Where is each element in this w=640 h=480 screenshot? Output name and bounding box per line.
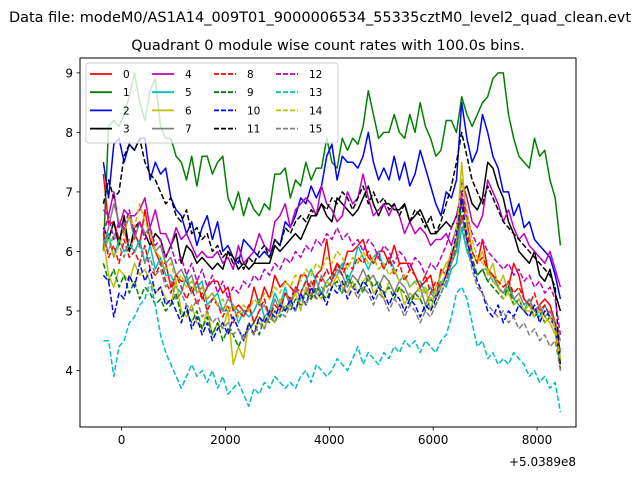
- series-line-4: [102, 173, 562, 288]
- series-line-2: [102, 101, 562, 300]
- series-line-5: [102, 226, 562, 353]
- y-tick-label: 8: [65, 126, 73, 140]
- y-tick-label: 5: [65, 304, 73, 318]
- x-tick-label: 0: [118, 433, 126, 447]
- suptitle: Data file: modeM0/AS1A14_009T01_90000065…: [9, 10, 631, 26]
- y-tick-label: 7: [65, 185, 73, 199]
- x-tick-label: 8000: [522, 433, 553, 447]
- legend-label-15: 15: [309, 124, 322, 136]
- y-tick-label: 6: [65, 245, 73, 259]
- legend-box: [85, 62, 339, 144]
- legend-label-11: 11: [247, 124, 260, 136]
- legend-label-4: 4: [185, 69, 192, 81]
- y-tick-label: 4: [65, 364, 73, 378]
- series-lines: [102, 72, 562, 413]
- series-line-14: [102, 179, 562, 359]
- y-tick-label: 9: [65, 66, 73, 80]
- series-line-10: [102, 197, 562, 359]
- x-axis: 0 2000 4000 6000 8000: [118, 427, 553, 447]
- y-axis: 4 5 6 7 8 9: [65, 66, 80, 378]
- x-tick-label: 4000: [314, 433, 345, 447]
- legend-label-3: 3: [123, 124, 130, 136]
- legend-label-14: 14: [309, 105, 323, 117]
- legend-label-2: 2: [123, 105, 130, 117]
- series-line-13: [103, 280, 562, 413]
- legend-label-12: 12: [309, 69, 322, 81]
- legend-label-13: 13: [309, 87, 322, 99]
- chart-title: Quadrant 0 module wise count rates with …: [131, 38, 525, 54]
- x-tick-label: 6000: [418, 433, 449, 447]
- legend-label-10: 10: [247, 105, 260, 117]
- legend-label-6: 6: [185, 105, 192, 117]
- series-line-12: [102, 191, 562, 335]
- legend-label-5: 5: [185, 87, 192, 99]
- series-line-11: [102, 131, 562, 371]
- legend-label-8: 8: [247, 69, 254, 81]
- legend-label-0: 0: [123, 69, 130, 81]
- legend-label-9: 9: [247, 87, 254, 99]
- series-line-3: [102, 161, 562, 312]
- series-line-15: [102, 220, 562, 371]
- legend-label-1: 1: [123, 87, 130, 99]
- x-offset-label: +5.0389e8: [509, 455, 576, 469]
- x-tick-label: 2000: [210, 433, 241, 447]
- legend-label-7: 7: [185, 124, 192, 136]
- series-line-1: [102, 72, 562, 252]
- plot-frame: [79, 57, 577, 428]
